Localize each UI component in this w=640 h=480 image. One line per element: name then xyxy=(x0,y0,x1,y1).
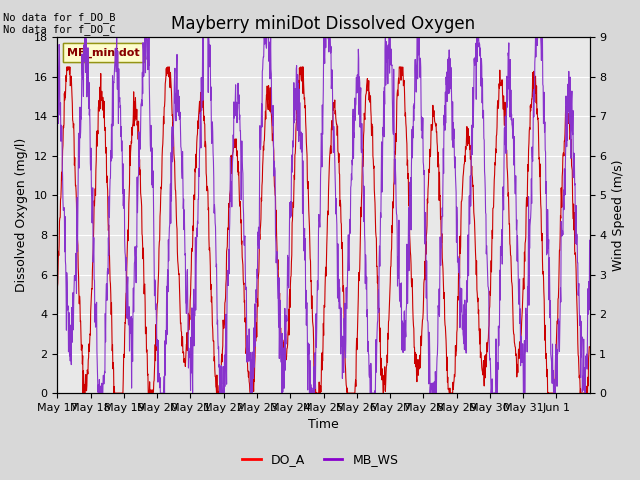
Legend: DO_A, MB_WS: DO_A, MB_WS xyxy=(237,448,403,471)
Text: No data for f_DO_B
No data for f_DO_C: No data for f_DO_B No data for f_DO_C xyxy=(3,12,116,36)
Title: Mayberry miniDot Dissolved Oxygen: Mayberry miniDot Dissolved Oxygen xyxy=(172,15,476,33)
Legend: MB_minidot: MB_minidot xyxy=(63,43,145,62)
X-axis label: Time: Time xyxy=(308,419,339,432)
Y-axis label: Wind Speed (m/s): Wind Speed (m/s) xyxy=(612,159,625,271)
Y-axis label: Dissolved Oxygen (mg/l): Dissolved Oxygen (mg/l) xyxy=(15,138,28,292)
